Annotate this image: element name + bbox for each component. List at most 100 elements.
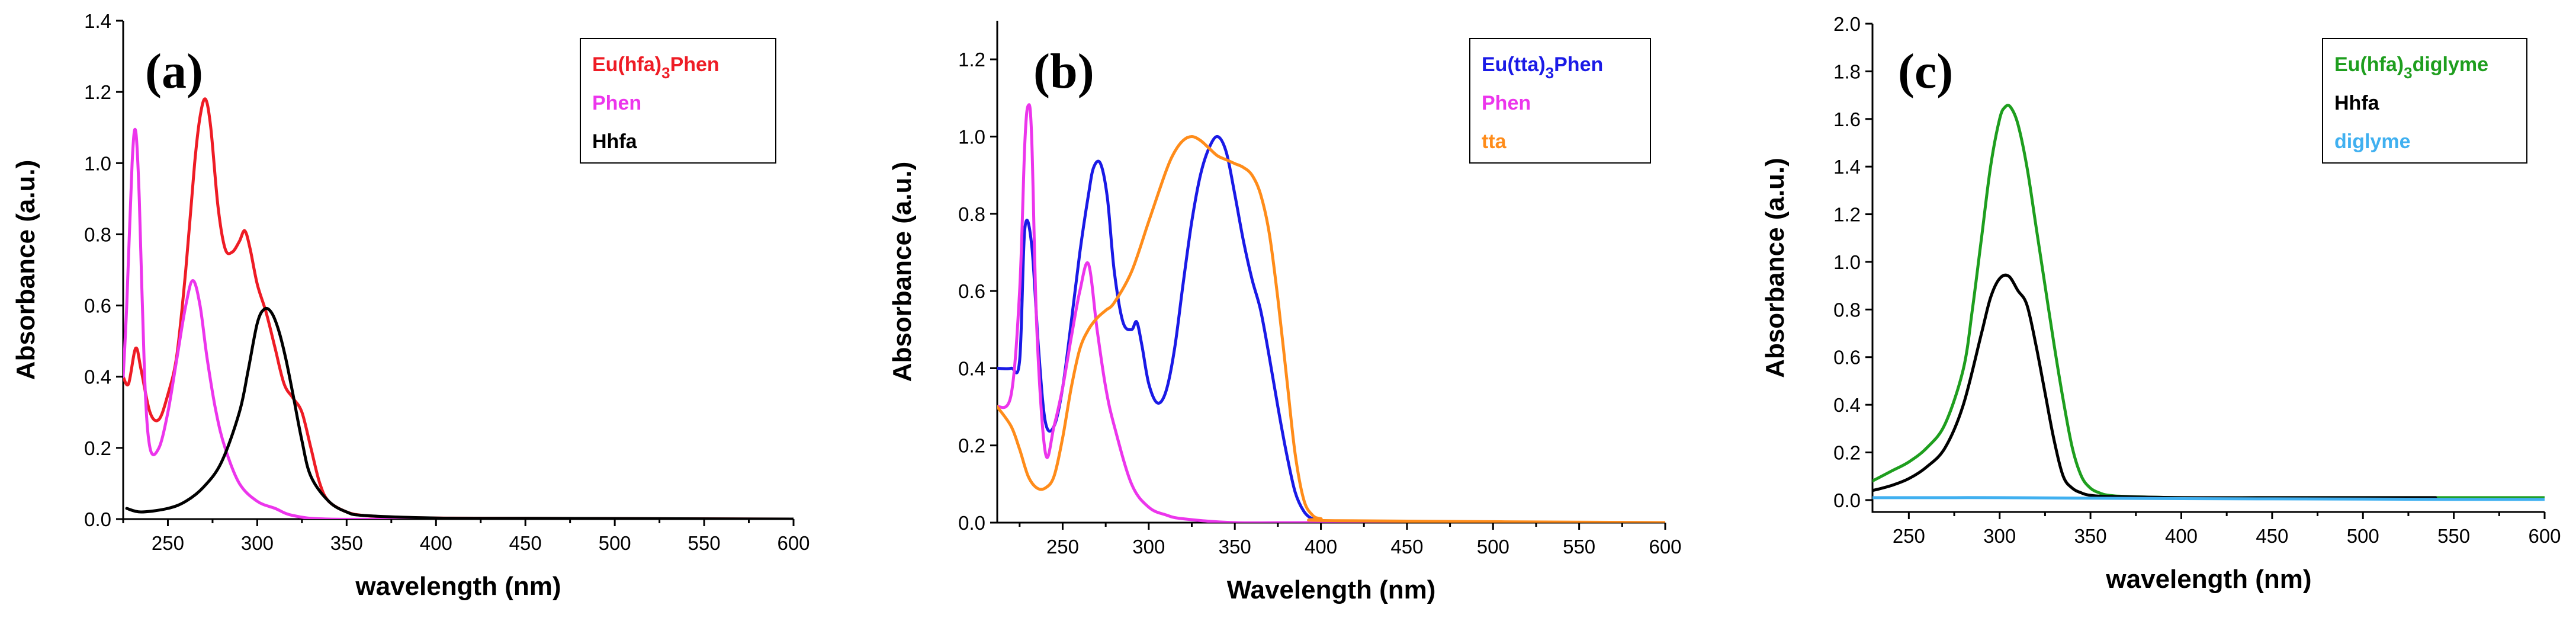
y-axis-title: Absorbance (a.u.) [1761, 158, 1790, 378]
legend-entry: Eu(tta)3Phen [1482, 53, 1603, 82]
y-axis-title: Absorbance (a.u.) [11, 160, 40, 380]
panel-c: 250 300 350 400 450 500 550 600 0.0 0.2 0.4 0.6 0.8 1… [1761, 13, 2561, 594]
series-line-hhfa [1872, 273, 2437, 500]
legend-entry: Hhfa [2334, 92, 2380, 114]
y-tick-label: 0.0 [84, 508, 111, 530]
y-tick-label: 1.8 [1833, 60, 1861, 82]
legend-entry-name: Phen [1482, 92, 1531, 114]
y-tick-label: 0.8 [1833, 299, 1861, 321]
x-tick-label: 250 [1046, 536, 1079, 558]
legend-entry-name: Hhfa [592, 130, 638, 153]
x-axis-title: wavelength (nm) [2105, 565, 2311, 594]
y-tick-label: 0.6 [84, 295, 111, 317]
legend-box [580, 38, 776, 164]
y-tick-label: 0.0 [958, 512, 985, 534]
x-tick-label: 400 [2165, 525, 2198, 547]
legend-entry: tta [1482, 130, 1507, 153]
x-tick-label: 550 [2437, 525, 2470, 547]
x-tick-label: 550 [688, 532, 721, 554]
x-axis-title: Wavelength (nm) [1227, 575, 1436, 604]
x-tick-label: 500 [599, 532, 631, 554]
y-tick-label: 0.4 [84, 366, 111, 388]
y-tick-label: 1.0 [84, 152, 111, 174]
y-tick-label: 0.8 [958, 203, 985, 225]
legend-entry: Phen [1482, 92, 1531, 114]
legend-entry: Eu(hfa)3diglyme [2334, 53, 2488, 82]
legend-entry-subscript: 3 [1546, 64, 1554, 82]
x-tick-label: 600 [2528, 525, 2561, 547]
legend-entry-suffix: Phen [1554, 53, 1603, 76]
legend-box [2322, 38, 2527, 164]
series-line-tta [997, 135, 1665, 523]
y-tick-label: 0.2 [84, 437, 111, 459]
legend-entry-suffix: diglyme [2413, 53, 2488, 76]
legend-entry-name: diglyme [2334, 130, 2410, 153]
x-tick-label: 400 [420, 532, 452, 554]
y-tick-label: 0.0 [1833, 489, 1861, 511]
legend-entry-subscript: 3 [661, 64, 670, 82]
series-group [123, 97, 794, 519]
x-tick-label: 250 [1893, 525, 1925, 547]
series-line-euhfa [1872, 104, 2545, 500]
legend-entry: Hhfa [592, 130, 638, 153]
series-line-eutta [997, 135, 1665, 523]
panel-a: 250 300 350 400 450 500 550 600 0.0 0.2 0.4 0.6 0.8 1… [11, 10, 810, 601]
panel-b: 250 300 350 400 450 500 550 600 0.0 0.2 0.4 0.6 0.8 1… [888, 21, 1682, 604]
x-tick-label: 350 [1219, 536, 1251, 558]
panel-label: (c) [1898, 44, 1953, 99]
y-tick-label: 1.0 [1833, 251, 1861, 273]
y-tick-label: 0.6 [1833, 347, 1861, 369]
x-tick-label: 500 [2347, 525, 2379, 547]
legend-entry: Phen [592, 92, 641, 114]
y-tick-label: 2.0 [1833, 13, 1861, 35]
legend-entry-name: tta [1482, 130, 1507, 153]
x-tick-label: 350 [2074, 525, 2107, 547]
series-line-diglyme [1872, 496, 2545, 501]
legend-entry: Eu(hfa)3Phen [592, 53, 720, 82]
y-tick-label: 0.8 [84, 223, 111, 245]
x-tick-label: 450 [1390, 536, 1423, 558]
y-tick-label: 1.2 [84, 81, 111, 103]
x-tick-label: 250 [152, 532, 184, 554]
series-group [997, 103, 1665, 523]
y-tick-label: 0.6 [958, 280, 985, 302]
y-tick-label: 1.6 [1833, 108, 1861, 130]
y-axis-title: Absorbance (a.u.) [888, 162, 917, 382]
series-line-phen [997, 103, 1665, 523]
x-tick-label: 550 [1563, 536, 1595, 558]
y-tick-label: 1.0 [958, 126, 985, 148]
y-tick-label: 0.4 [958, 357, 985, 379]
legend-entry-name: Phen [592, 92, 641, 114]
y-tick-label: 1.4 [1833, 156, 1861, 178]
legend-entry-subscript: 3 [2404, 64, 2412, 82]
y-tick-label: 1.2 [1833, 204, 1861, 226]
series-line-phen [123, 127, 794, 519]
x-tick-label: 300 [1983, 525, 2016, 547]
y-tick-label: 0.2 [958, 435, 985, 457]
legend-entry-name: Eu(hfa) [2334, 53, 2404, 76]
series-group [1872, 104, 2545, 501]
x-tick-label: 500 [1477, 536, 1509, 558]
series-line-hhfa [125, 306, 794, 519]
y-tick-label: 0.4 [1833, 394, 1861, 416]
legend-entry-name: Eu(tta) [1482, 53, 1546, 76]
x-tick-label: 600 [1649, 536, 1681, 558]
y-tick-label: 0.2 [1833, 442, 1861, 464]
panel-label: (b) [1033, 44, 1094, 99]
legend-entry-name: Eu(hfa) [592, 53, 661, 76]
x-tick-label: 600 [777, 532, 810, 554]
legend-entry-suffix: Phen [670, 53, 720, 76]
x-tick-label: 300 [241, 532, 274, 554]
legend-box [1469, 38, 1651, 164]
axes-frame [1871, 24, 2545, 513]
y-tick-label: 1.4 [84, 10, 111, 32]
x-tick-label: 450 [509, 532, 542, 554]
x-tick-label: 350 [330, 532, 363, 554]
panel-label: (a) [145, 44, 203, 99]
legend-entry: diglyme [2334, 130, 2410, 153]
x-tick-label: 450 [2256, 525, 2288, 547]
legend-entry-name: Hhfa [2334, 92, 2380, 114]
x-axis-title: wavelength (nm) [355, 572, 561, 601]
y-tick-label: 1.2 [958, 49, 985, 71]
